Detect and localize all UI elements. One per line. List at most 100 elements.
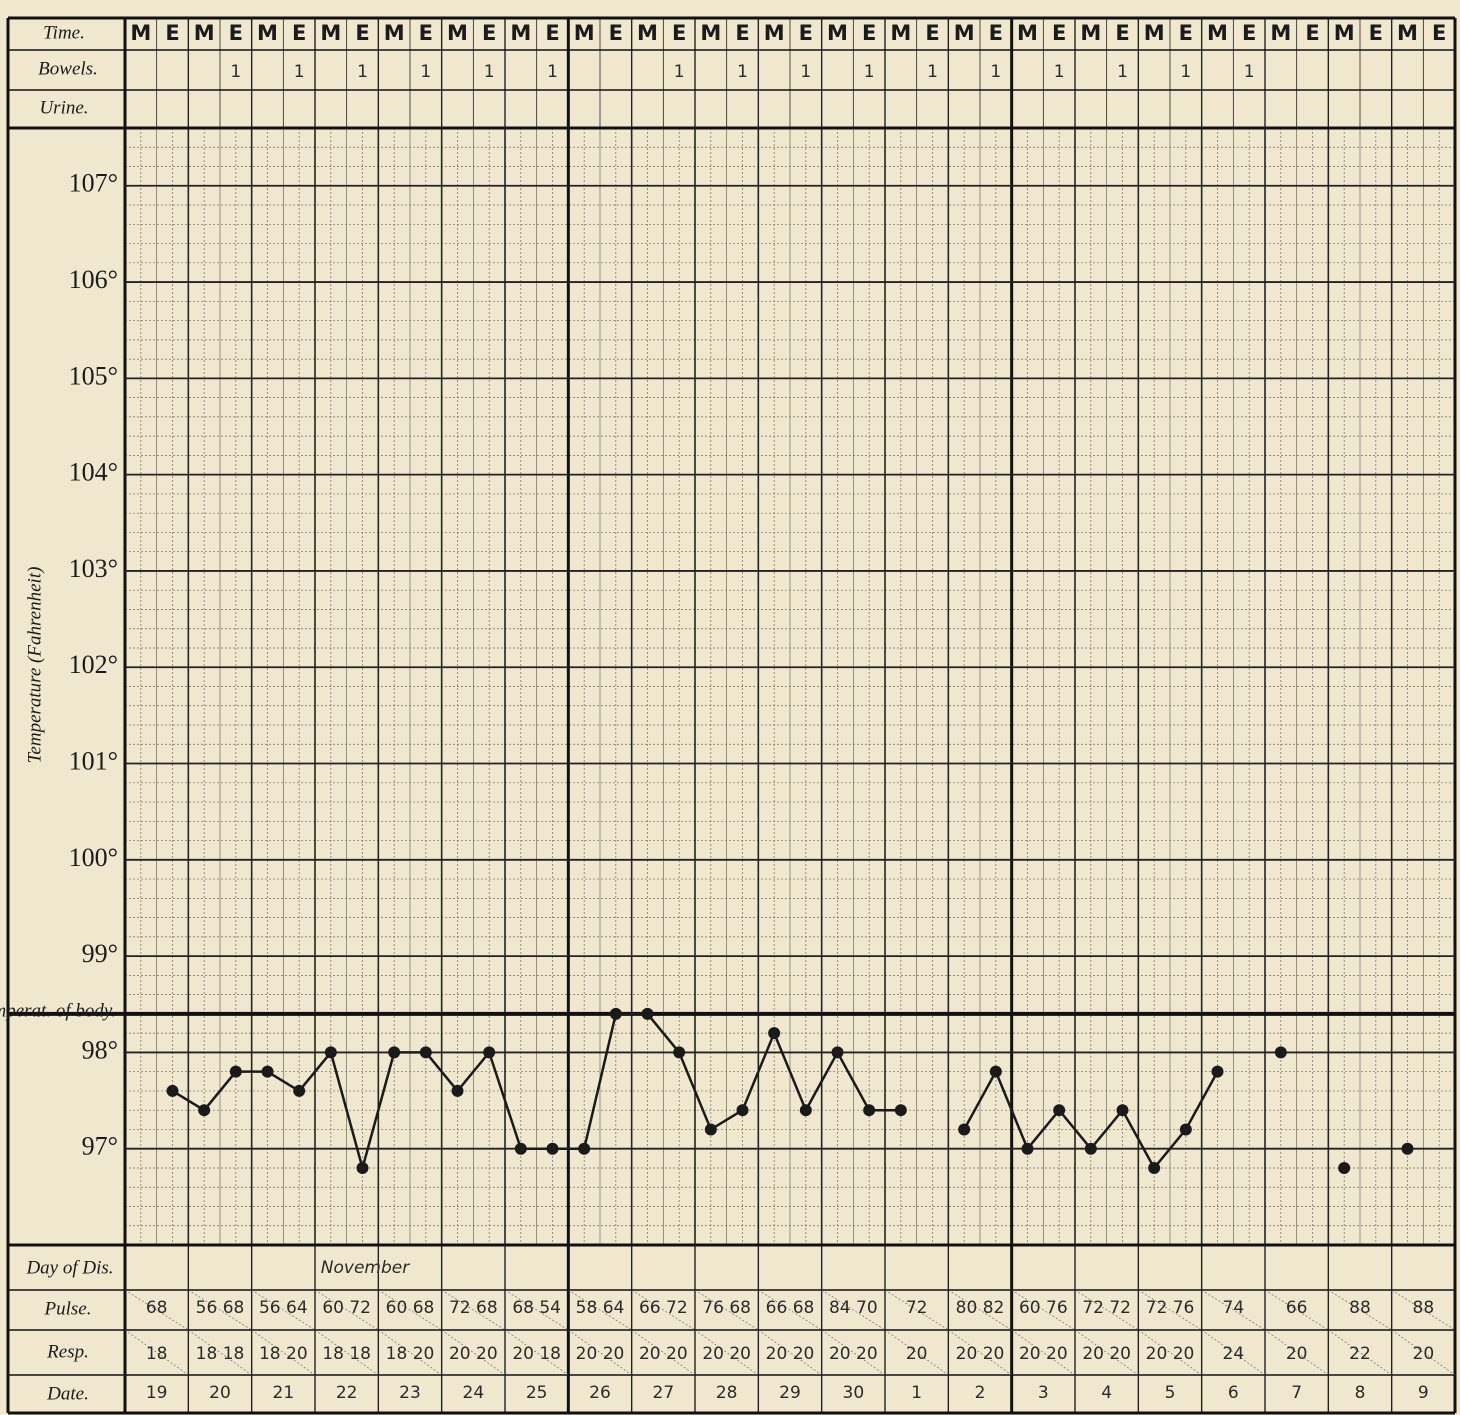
temperature-point <box>800 1104 812 1116</box>
y-tick-label: 105° <box>69 361 118 390</box>
pulse: 72 72 <box>1082 1298 1131 1318</box>
row-label: Day of Dis. <box>25 1257 113 1278</box>
pulse: 60 68 <box>386 1298 435 1318</box>
time-label: M <box>1207 21 1228 45</box>
date: 24 <box>463 1383 485 1403</box>
date: 9 <box>1418 1383 1429 1403</box>
resp: 20 20 <box>639 1344 688 1364</box>
chart: Time. Bowels. Urine. Temperature (Fahren… <box>0 0 1460 1415</box>
pulse: 66 68 <box>766 1298 815 1318</box>
time-label: E <box>1432 21 1446 45</box>
resp: 20 <box>906 1344 928 1364</box>
temperature-point <box>1117 1104 1129 1116</box>
pulse: 88 <box>1413 1298 1435 1318</box>
temperature-point <box>863 1104 875 1116</box>
time-label: M <box>257 21 278 45</box>
time-label: E <box>355 21 369 45</box>
resp: 20 18 <box>512 1344 561 1364</box>
temperature-point <box>388 1046 400 1058</box>
time-label: M <box>1334 21 1355 45</box>
temperature-point <box>325 1046 337 1058</box>
pulse: 60 76 <box>1019 1298 1068 1318</box>
month-note: November <box>321 1258 410 1278</box>
date: 25 <box>526 1383 548 1403</box>
resp: 20 <box>1413 1344 1435 1364</box>
pulse: 84 70 <box>829 1298 878 1318</box>
time-label: E <box>1369 21 1383 45</box>
temperature-point <box>198 1104 210 1116</box>
time-label: E <box>609 21 623 45</box>
bowels-mark: 1 <box>230 62 241 82</box>
time-label: M <box>1397 21 1418 45</box>
time-label: M <box>130 21 151 45</box>
bowels-mark: 1 <box>990 62 1001 82</box>
row-label: Time. <box>43 22 85 43</box>
resp: 20 20 <box>449 1344 498 1364</box>
temperature-point <box>452 1085 464 1097</box>
date: 29 <box>779 1383 801 1403</box>
temperature-point <box>293 1085 305 1097</box>
temperature-point <box>1022 1143 1034 1155</box>
resp: 20 20 <box>1146 1344 1195 1364</box>
resp: 20 <box>1286 1344 1308 1364</box>
y-tick-label: 107° <box>69 169 118 198</box>
bowels-mark: 1 <box>294 62 305 82</box>
resp: 24 <box>1223 1344 1245 1364</box>
bowels-mark: 1 <box>927 62 938 82</box>
bowels-mark: 1 <box>420 62 431 82</box>
date: 19 <box>146 1383 168 1403</box>
time-label: E <box>1242 21 1256 45</box>
time-label: E <box>1305 21 1319 45</box>
date: 30 <box>843 1383 865 1403</box>
temperature-point <box>515 1143 527 1155</box>
resp: 18 20 <box>386 1344 435 1364</box>
y-tick-label: 100° <box>69 843 118 872</box>
pulse: 56 64 <box>259 1298 308 1318</box>
resp: 20 20 <box>702 1344 751 1364</box>
resp: 20 20 <box>1019 1344 1068 1364</box>
date: 4 <box>1101 1383 1112 1403</box>
time-label: E <box>419 21 433 45</box>
y-tick-label: 97° <box>82 1132 118 1161</box>
date: 20 <box>209 1383 231 1403</box>
bowels-mark: 1 <box>357 62 368 82</box>
time-label: M <box>637 21 658 45</box>
date: 6 <box>1228 1383 1239 1403</box>
pulse: 66 72 <box>639 1298 688 1318</box>
temperature-point <box>357 1162 369 1174</box>
temperature-point <box>1338 1162 1350 1174</box>
bowels-mark: 1 <box>800 62 811 82</box>
date: 28 <box>716 1383 738 1403</box>
time-label: E <box>672 21 686 45</box>
time-label: E <box>545 21 559 45</box>
date: 7 <box>1291 1383 1302 1403</box>
time-label: E <box>229 21 243 45</box>
date: 21 <box>273 1383 295 1403</box>
time-label: M <box>764 21 785 45</box>
bowels-mark: 1 <box>1117 62 1128 82</box>
time-label: M <box>1270 21 1291 45</box>
time-label: M <box>384 21 405 45</box>
temperature-point <box>1402 1143 1414 1155</box>
temperature-point <box>832 1046 844 1058</box>
y-tick-label: 101° <box>69 747 118 776</box>
temperature-point <box>1053 1104 1065 1116</box>
bowels-mark: 1 <box>547 62 558 82</box>
date: 1 <box>911 1383 922 1403</box>
temperature-point <box>420 1046 432 1058</box>
resp: 20 20 <box>576 1344 625 1364</box>
temperature-point <box>1275 1046 1287 1058</box>
pulse: 66 <box>1286 1298 1308 1318</box>
pulse: 72 <box>906 1298 928 1318</box>
temperature-point <box>737 1104 749 1116</box>
time-label: E <box>292 21 306 45</box>
temperature-point <box>262 1066 274 1078</box>
time-label: M <box>1017 21 1038 45</box>
bowels-mark: 1 <box>674 62 685 82</box>
time-label: E <box>1052 21 1066 45</box>
resp: 18 20 <box>259 1344 308 1364</box>
time-label: M <box>574 21 595 45</box>
time-label: E <box>482 21 496 45</box>
temperature-point <box>705 1123 717 1135</box>
row-label: Bowels. <box>38 58 98 79</box>
